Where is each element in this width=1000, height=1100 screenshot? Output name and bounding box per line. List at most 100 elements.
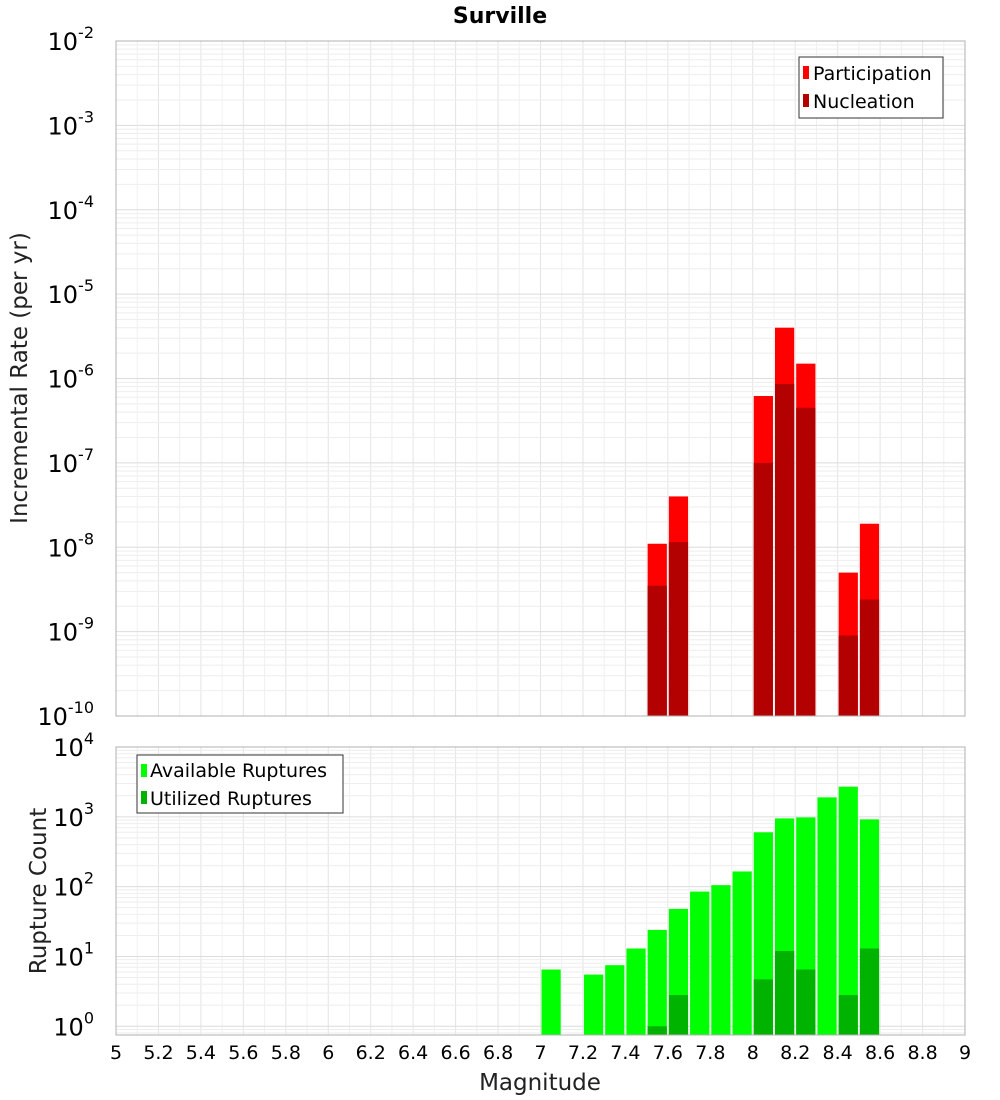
y-tick-exponent: -6 — [78, 361, 94, 380]
x-tick-label: 5 — [110, 1042, 122, 1064]
y-tick-label: 101 — [53, 938, 94, 971]
rate-legend-box — [798, 56, 944, 119]
x-tick-label: 8.4 — [823, 1042, 853, 1064]
y-tick-label: 104 — [53, 729, 94, 762]
y-tick-exponent: -5 — [78, 276, 94, 295]
y-tick-exponent: -9 — [78, 614, 94, 633]
y-tick-label: 10-6 — [48, 361, 95, 394]
x-tick-label: 6.2 — [356, 1042, 386, 1064]
legend-swatch-available — [141, 764, 147, 777]
legend-label-participation: Participation — [813, 63, 932, 85]
utilized-ruptures-bar — [838, 995, 858, 1035]
x-tick-label: 5.8 — [271, 1042, 301, 1064]
available-ruptures-bar — [711, 885, 731, 1035]
utilized-ruptures-bar — [796, 969, 816, 1035]
utilized-ruptures-bar — [774, 950, 795, 1035]
y-tick-label: 10-4 — [48, 192, 95, 225]
available-ruptures-bar — [647, 929, 667, 1035]
available-ruptures-bar — [605, 965, 625, 1035]
x-tick-label: 9 — [959, 1042, 971, 1064]
nucleation-bar — [668, 542, 689, 716]
rate-y-axis-label: Incremental Rate (per yr) — [7, 232, 33, 524]
x-tick-label: 8 — [747, 1042, 759, 1064]
x-tick-label: 5.6 — [228, 1042, 258, 1064]
x-tick-label: 7.8 — [695, 1042, 725, 1064]
x-tick-labels: 5 5.2 5.4 5.6 5.8 6 6.2 6.4 6.6 6.8 7 7.2 7.4 7.6 7.8 8… — [110, 1042, 971, 1064]
available-ruptures-bar — [817, 797, 837, 1035]
x-tick-label: 6.6 — [440, 1042, 470, 1064]
y-tick-exponent: -4 — [78, 192, 94, 211]
y-tick-label: 102 — [53, 869, 94, 902]
legend-label-utilized: Utilized Ruptures — [150, 788, 312, 810]
y-tick-exponent: -7 — [78, 445, 94, 464]
legend-swatch-nucleation — [803, 94, 809, 107]
y-tick-exponent: 3 — [84, 799, 94, 818]
rate-grid — [115, 40, 966, 717]
rate-y-ticks: 10-10 10-9 10-8 10-7 10-6 10-5 10-4 10-3 10-2 — [37, 23, 94, 731]
available-ruptures-bar — [626, 948, 646, 1035]
available-ruptures-bar — [732, 871, 752, 1035]
utilized-ruptures-bar — [753, 979, 773, 1035]
count-legend-box — [136, 754, 344, 814]
x-axis-label: Magnitude — [479, 1070, 601, 1096]
nucleation-bar — [796, 407, 816, 716]
x-tick-label: 5.4 — [186, 1042, 216, 1064]
y-tick-exponent: -3 — [78, 107, 94, 126]
legend-swatch-participation — [803, 66, 809, 79]
y-tick-label: 10-10 — [37, 698, 94, 731]
nucleation-bar — [774, 384, 795, 716]
rate-panel: 10-10 10-9 10-8 10-7 10-6 10-5 10-4 10-3 10-2 In… — [7, 23, 966, 731]
count-y-axis-label: Rupture Count — [26, 808, 52, 974]
nucleation-bar — [753, 462, 773, 716]
nucleation-bar — [838, 635, 858, 716]
legend-label-available: Available Ruptures — [150, 760, 327, 782]
y-tick-exponent: -2 — [78, 23, 94, 42]
utilized-ruptures-bar — [859, 948, 880, 1035]
y-tick-label: 10-9 — [48, 614, 95, 647]
nucleation-bar — [647, 585, 667, 716]
y-tick-label: 103 — [53, 799, 94, 832]
chart-title: Surville — [453, 4, 547, 29]
rate-bars — [647, 327, 880, 716]
x-tick-label: 7.6 — [653, 1042, 683, 1064]
available-ruptures-bar — [690, 891, 710, 1035]
count-legend: Available Ruptures Utilized Ruptures — [136, 754, 344, 814]
y-tick-label: 10-3 — [48, 107, 95, 140]
legend-label-nucleation: Nucleation — [813, 91, 915, 113]
y-tick-label: 10-5 — [48, 276, 95, 309]
available-ruptures-bar — [541, 969, 561, 1035]
available-ruptures-bar — [838, 786, 858, 1035]
y-tick-exponent: -8 — [78, 529, 94, 548]
y-tick-label: 100 — [53, 1008, 94, 1041]
utilized-ruptures-bar — [668, 995, 689, 1035]
x-tick-label: 6.8 — [483, 1042, 513, 1064]
y-tick-label: 10-8 — [48, 529, 95, 562]
y-tick-exponent: 1 — [84, 938, 94, 957]
utilized-ruptures-bar — [647, 1026, 667, 1035]
y-tick-exponent: -10 — [68, 698, 94, 717]
y-tick-label: 10-7 — [48, 445, 95, 478]
y-tick-exponent: 0 — [84, 1008, 94, 1027]
available-ruptures-bar — [583, 974, 604, 1035]
rate-legend: Participation Nucleation — [798, 56, 944, 119]
count-plot-frame — [115, 746, 966, 1036]
x-tick-label: 7.4 — [610, 1042, 640, 1064]
x-tick-label: 7 — [534, 1042, 546, 1064]
x-tick-label: 7.2 — [568, 1042, 598, 1064]
x-tick-label: 6.4 — [398, 1042, 428, 1064]
y-tick-exponent: 4 — [84, 729, 94, 748]
y-tick-exponent: 2 — [84, 869, 94, 888]
x-tick-label: 8.2 — [780, 1042, 810, 1064]
rate-plot-frame — [115, 40, 966, 717]
x-tick-label: 5.2 — [143, 1042, 173, 1064]
x-tick-label: 6 — [322, 1042, 334, 1064]
count-bars — [541, 786, 880, 1035]
legend-swatch-utilized — [141, 791, 147, 804]
y-tick-label: 10-2 — [48, 23, 95, 56]
x-tick-label: 8.8 — [907, 1042, 937, 1064]
x-tick-label: 8.6 — [865, 1042, 895, 1064]
nucleation-bar — [859, 599, 880, 716]
